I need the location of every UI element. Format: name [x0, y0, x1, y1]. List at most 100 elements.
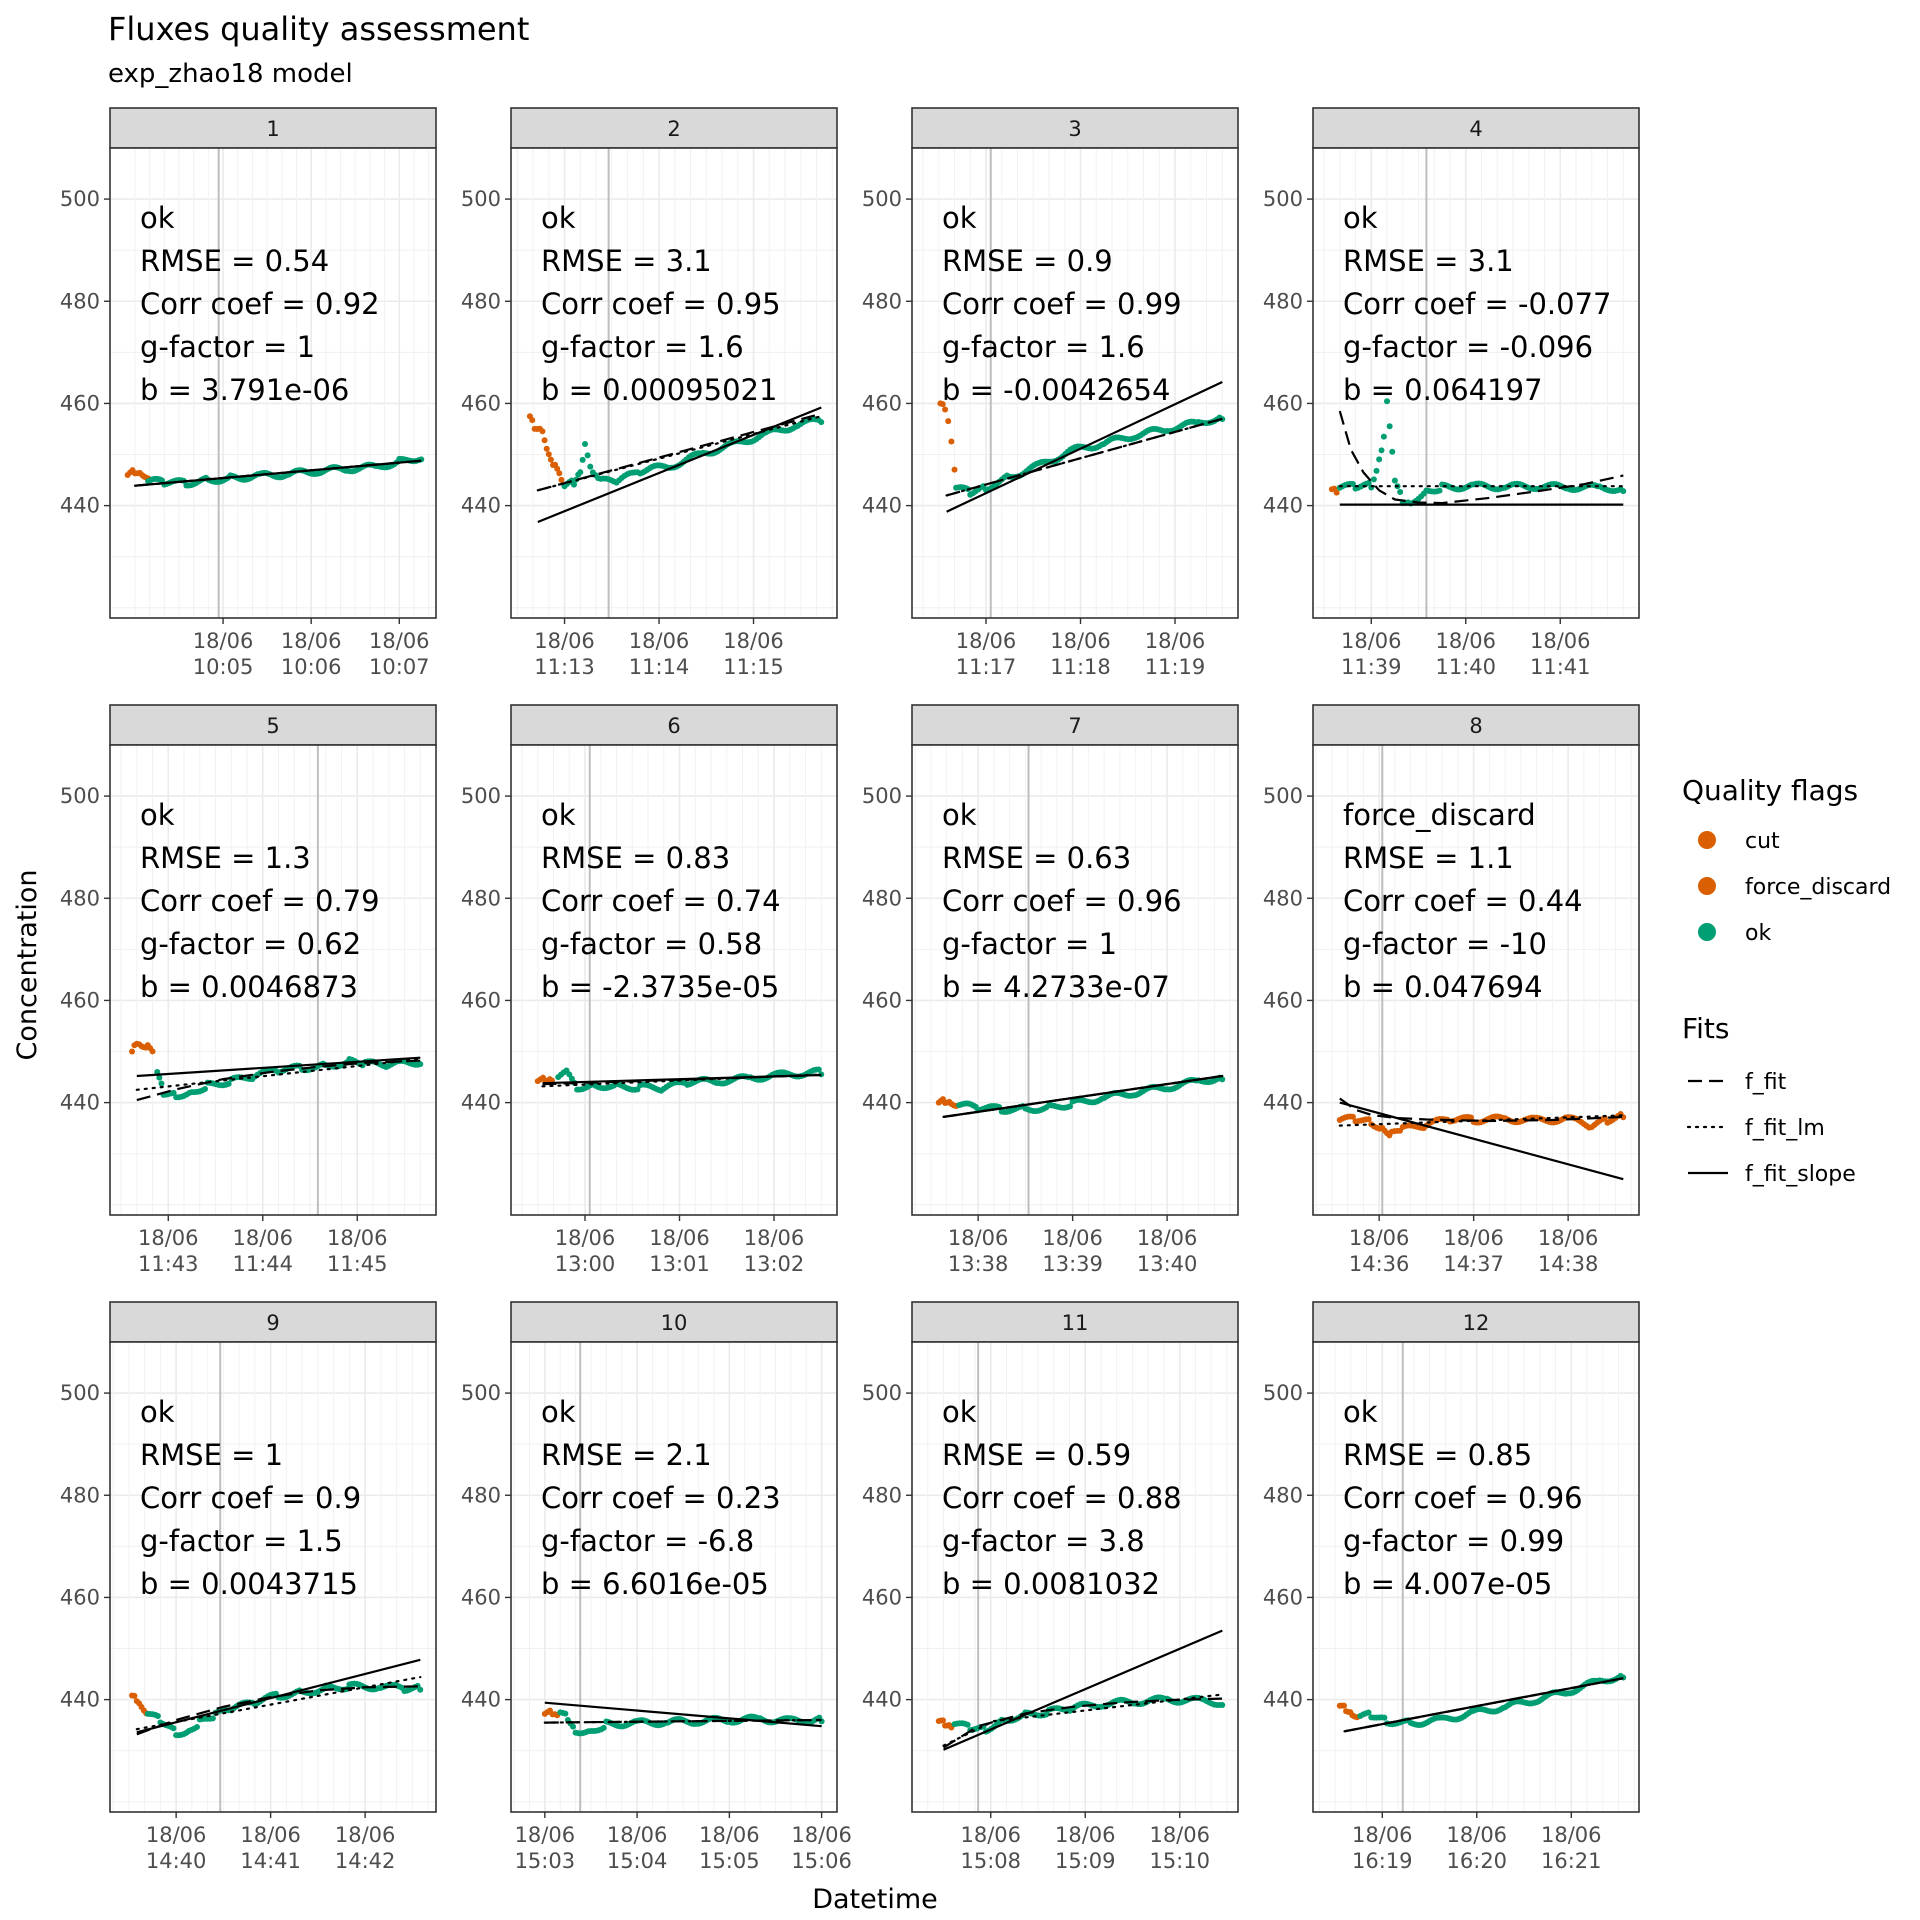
y-tick-label: 480: [862, 886, 902, 910]
annotation-line: Corr coef = 0.96: [942, 884, 1182, 918]
data-point-cut: [1468, 1114, 1475, 1121]
annotation-line: b = 0.0043715: [140, 1567, 358, 1601]
fit-line-f-fit-slope: [544, 1701, 822, 1728]
data-point-ok: [964, 1721, 971, 1728]
data-point-ok: [1391, 477, 1398, 484]
annotation-line: ok: [942, 1395, 977, 1429]
fit-line-f-fit: [942, 1697, 1223, 1749]
strip-label: 9: [266, 1311, 279, 1335]
y-tick-label: 460: [60, 391, 100, 415]
data-point-ok: [1620, 488, 1627, 495]
data-point-ok: [202, 1085, 209, 1092]
panel-2: 2 ok RMSE = 3.1 Corr coef = 0.95 g-factor = …: [461, 107, 838, 679]
plot-background: [110, 745, 436, 1215]
data-point-ok: [1349, 481, 1356, 488]
y-tick-label: 440: [60, 1091, 100, 1115]
x-tick-label: 18/06 10:07: [369, 629, 430, 679]
y-tick-label: 500: [862, 1381, 902, 1405]
y-tick-label: 500: [461, 1381, 501, 1405]
y-tick-label: 440: [862, 1091, 902, 1115]
data-point-ok: [1219, 1076, 1226, 1083]
data-point-ok: [1067, 1103, 1074, 1110]
annotation-line: RMSE = 0.63: [942, 841, 1131, 875]
annotation-line: ok: [541, 201, 576, 235]
data-point-ok: [1373, 467, 1380, 474]
annotation-line: ok: [140, 1395, 175, 1429]
data-point-cut: [939, 401, 946, 408]
annotation-line: g-factor = 0.99: [1343, 1524, 1564, 1558]
fit-line-f-fit-lm: [135, 1058, 422, 1091]
y-tick-label: 480: [1263, 886, 1303, 910]
x-tick-label: 18/06 11:13: [534, 629, 595, 679]
panel-border: [1312, 1341, 1640, 1813]
y-tick-label: 500: [60, 187, 100, 211]
data-point-cut: [541, 437, 548, 444]
data-point-ok: [154, 1068, 161, 1075]
legend-key-force-discard: [1698, 877, 1716, 895]
y-tick-label: 500: [1263, 784, 1303, 808]
data-point-cut: [939, 1717, 946, 1724]
y-tick-label: 460: [461, 1585, 501, 1609]
strip-label: 7: [1068, 714, 1081, 738]
data-point-ok: [1365, 479, 1372, 486]
panel-strip: [911, 1301, 1239, 1343]
data-point-cut: [945, 418, 952, 425]
plot-background: [1313, 148, 1639, 618]
annotation-line: Corr coef = 0.9: [140, 1481, 361, 1515]
x-tick-label: 18/06 11:44: [232, 1226, 293, 1276]
x-tick-label: 18/06 15:03: [515, 1823, 576, 1873]
annotation-line: g-factor = -0.096: [1343, 330, 1593, 364]
panel-border: [510, 1341, 838, 1813]
fit-line-f-fit-slope: [537, 406, 822, 524]
annotation-line: Corr coef = 0.92: [140, 287, 380, 321]
panel-border: [911, 147, 1239, 619]
data-point-ok: [194, 1723, 201, 1730]
annotation-line: RMSE = 0.59: [942, 1438, 1131, 1472]
data-point-cut: [547, 456, 554, 463]
x-axis-title: Datetime: [812, 1884, 938, 1915]
x-tick-label: 18/06 11:43: [138, 1226, 199, 1276]
x-tick-label: 18/06 11:19: [1145, 629, 1206, 679]
y-tick-label: 440: [862, 1688, 902, 1712]
annotation-line: ok: [140, 798, 175, 832]
panel-5: 5 ok RMSE = 1.3 Corr coef = 0.79 g-factor = …: [60, 704, 437, 1276]
panel-border: [1312, 147, 1640, 619]
y-tick-label: 460: [1263, 1585, 1303, 1609]
strip-label: 4: [1469, 117, 1482, 141]
strip-label: 2: [667, 117, 680, 141]
y-tick-label: 460: [1263, 391, 1303, 415]
y-tick-label: 480: [461, 289, 501, 313]
annotation-line: RMSE = 0.83: [541, 841, 730, 875]
data-point-ok: [225, 1080, 232, 1087]
x-tick-label: 18/06 11:45: [327, 1226, 388, 1276]
panel-7: 7 ok RMSE = 0.63 Corr coef = 0.96 g-factor =…: [862, 704, 1239, 1276]
x-tick-label: 18/06 10:05: [193, 629, 254, 679]
fit-line-f-fit: [1338, 410, 1624, 505]
y-tick-label: 460: [461, 988, 501, 1012]
panel-strip: [109, 107, 437, 149]
data-point-ok: [156, 1074, 163, 1081]
fit-line-f-fit: [1339, 1097, 1624, 1123]
annotation-line: ok: [541, 1395, 576, 1429]
annotation-line: Corr coef = 0.88: [942, 1481, 1182, 1515]
y-tick-label: 500: [1263, 187, 1303, 211]
strip-label: 12: [1463, 1311, 1490, 1335]
panel-strip: [1312, 107, 1640, 149]
y-tick-label: 480: [60, 1483, 100, 1507]
legend-line-title: Fits: [1682, 1012, 1729, 1045]
panel-border: [109, 744, 437, 1216]
y-tick-label: 480: [461, 1483, 501, 1507]
panel-11: 11 ok RMSE = 0.59 Corr coef = 0.88 g-factor …: [862, 1301, 1239, 1873]
data-point-cut: [558, 476, 565, 483]
data-point-ok: [634, 1086, 641, 1093]
legend-label: f_fit_lm: [1745, 1116, 1825, 1141]
panel-4: 4 ok RMSE = 3.1 Corr coef = -0.077 g-factor …: [1263, 107, 1640, 679]
x-tick-label: 18/06 11:18: [1050, 629, 1111, 679]
plot-background: [912, 148, 1238, 618]
strip-label: 10: [661, 1311, 688, 1335]
annotation-line: b = 3.791e-06: [140, 373, 349, 407]
annotation-line: g-factor = 1: [140, 330, 315, 364]
y-tick-label: 480: [862, 1483, 902, 1507]
